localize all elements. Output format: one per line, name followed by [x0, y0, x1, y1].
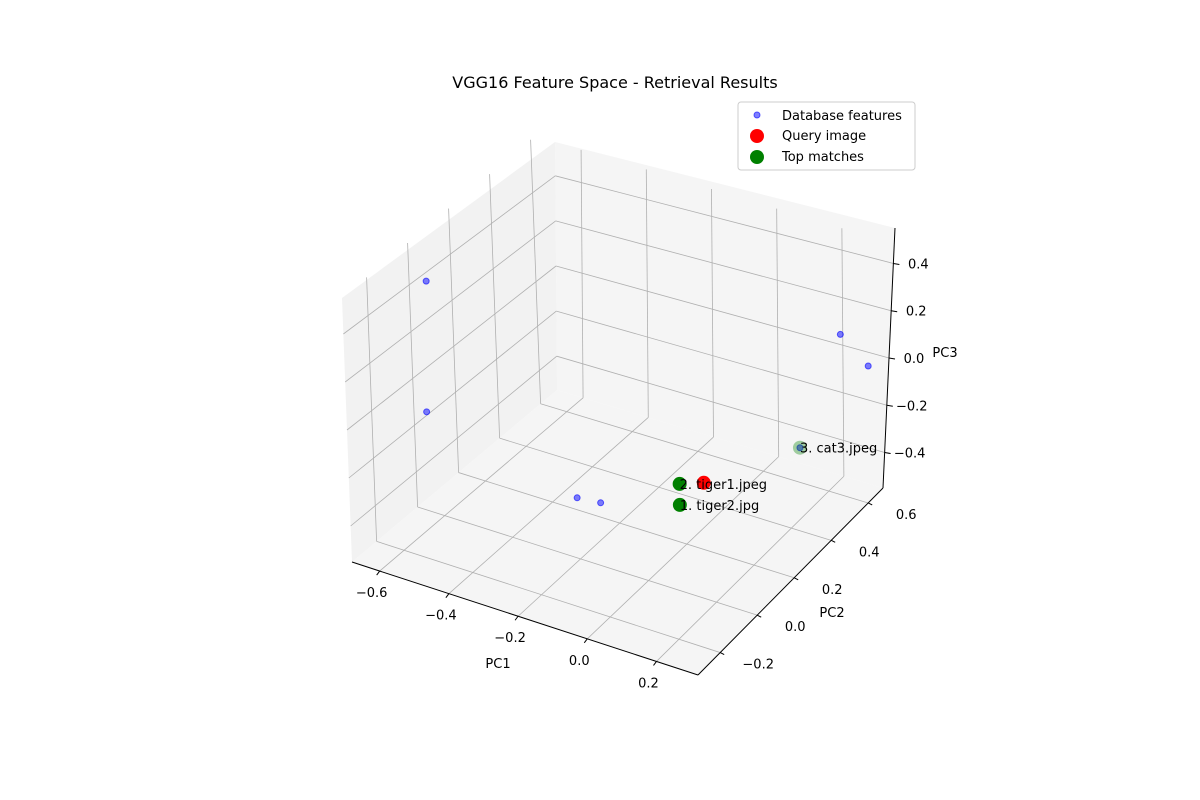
- match-point-2: [792, 440, 807, 455]
- z-grid-back-4: [555, 175, 894, 264]
- x-tick-label-1: −0.4: [425, 609, 457, 624]
- z-axis-label: PC3: [932, 346, 957, 361]
- x-axis-label: PC1: [485, 657, 510, 672]
- legend-marker-matches: [750, 150, 764, 164]
- y-grid-floor-2: [458, 472, 795, 579]
- x-tick-mark-2: [514, 615, 519, 621]
- y-tick-label-3: 0.4: [859, 545, 880, 560]
- y-grid-left-1: [407, 242, 418, 507]
- y-tick-mark-2: [793, 577, 799, 581]
- legend-label-matches: Top matches: [781, 150, 864, 165]
- z-tick-mark-4: [893, 262, 900, 265]
- z-tick-mark-0: [884, 452, 891, 455]
- y-tick-label-2: 0.2: [822, 583, 843, 598]
- legend-label-database: Database features: [782, 109, 902, 124]
- match-point-1: [672, 476, 687, 491]
- z-tick-mark-1: [886, 404, 893, 407]
- y-grid-left-0: [366, 277, 377, 542]
- x-tick-label-2: −0.2: [494, 631, 526, 646]
- legend-marker-query: [750, 129, 764, 143]
- x-grid-back-3: [776, 208, 780, 457]
- database-point-8: [796, 444, 804, 452]
- grid-lines: [343, 139, 894, 662]
- z-grid-left-3: [344, 220, 556, 383]
- x-grid-floor-3: [587, 456, 779, 640]
- z-tick-label-2: 0.0: [904, 352, 925, 367]
- z-grid-left-1: [348, 310, 557, 479]
- y-grid-floor-3: [499, 437, 832, 541]
- match-label-2: 3. cat3.jpeg: [800, 442, 877, 457]
- x-grid-floor-1: [448, 417, 649, 594]
- y-tick-mark-0: [719, 652, 725, 656]
- z-tick-mark-2: [888, 357, 896, 360]
- database-point-6: [836, 330, 844, 338]
- y-axis-line: [697, 487, 884, 676]
- legend-label-query: Query image: [782, 129, 866, 144]
- pane-back: [555, 142, 895, 488]
- z-grid-back-0: [556, 355, 885, 453]
- z-tick-label-1: −0.2: [896, 399, 928, 414]
- chart-title: VGG16 Feature Space - Retrieval Results: [452, 73, 777, 92]
- z-tick-label-3: 0.2: [906, 305, 927, 320]
- z-grid-left-4: [343, 175, 556, 335]
- x-grid-back-4: [841, 228, 845, 477]
- x-tick-mark-3: [583, 638, 588, 644]
- axis-panes: [342, 142, 895, 675]
- x-grid-back-0: [580, 149, 584, 398]
- pane-left: [342, 142, 557, 562]
- tick-labels: −0.6 −0.4 −0.2 0.0 0.2 −0.2 0.0 0.2 0.4 0.6 −0.4 −0…: [356, 257, 929, 691]
- legend-marker-database: [753, 111, 761, 119]
- y-tick-label-0: −0.2: [742, 658, 774, 673]
- x-tick-mark-1: [445, 593, 450, 598]
- x-grid-floor-0: [379, 397, 584, 572]
- y-grid-left-3: [489, 174, 500, 439]
- z-grid-left-0: [350, 355, 557, 527]
- query-point-0: [696, 475, 711, 490]
- y-grid-left-4: [530, 139, 541, 404]
- x-tick-label-4: 0.2: [638, 676, 659, 691]
- y-tick-mark-4: [867, 502, 873, 506]
- data-points: [422, 277, 872, 512]
- x-grid-back-2: [711, 189, 714, 438]
- y-tick-label-1: 0.0: [785, 620, 806, 635]
- match-point-0: [672, 497, 687, 512]
- legend: Database features Query image Top matche…: [737, 101, 916, 171]
- z-grid-back-2: [555, 265, 890, 359]
- y-grid-left-2: [448, 208, 459, 473]
- database-point-1: [423, 408, 431, 416]
- database-point-2: [573, 494, 581, 502]
- x-grid-back-1: [645, 169, 649, 418]
- database-point-7: [864, 362, 872, 370]
- y-tick-mark-1: [756, 614, 762, 618]
- match-label-1: 2. tiger1.jpeg: [680, 478, 767, 493]
- match-label-0: 1. tiger2.jpg: [680, 499, 759, 514]
- y-grid-floor-0: [376, 540, 721, 653]
- y-grid-floor-1: [417, 506, 758, 616]
- tick-marks: [376, 262, 900, 666]
- y-axis-label: PC2: [819, 606, 844, 621]
- x-grid-floor-4: [656, 475, 845, 662]
- y-tick-label-4: 0.6: [896, 508, 917, 523]
- annotations: 1. tiger2.jpg 2. tiger1.jpeg 3. cat3.jpeg: [680, 442, 878, 514]
- y-tick-mark-3: [830, 539, 836, 543]
- y-grid-floor-4: [540, 403, 869, 504]
- z-grid-back-1: [556, 310, 887, 406]
- x-tick-mark-0: [376, 570, 381, 576]
- database-point-0: [422, 277, 430, 285]
- z-tick-label-0: −0.4: [894, 447, 926, 462]
- z-grid-left-2: [346, 265, 557, 431]
- x-grid-floor-2: [517, 436, 714, 617]
- z-grid-back-3: [555, 220, 892, 312]
- pane-floor: [352, 390, 883, 675]
- database-point-3: [597, 499, 605, 507]
- x-axis-line: [351, 561, 699, 676]
- z-tick-mark-3: [891, 310, 898, 313]
- z-tick-label-4: 0.4: [908, 257, 929, 272]
- legend-box: [737, 101, 916, 171]
- x-tick-label-3: 0.0: [569, 654, 590, 669]
- x-tick-mark-4: [653, 661, 657, 666]
- x-tick-label-0: −0.6: [356, 586, 388, 601]
